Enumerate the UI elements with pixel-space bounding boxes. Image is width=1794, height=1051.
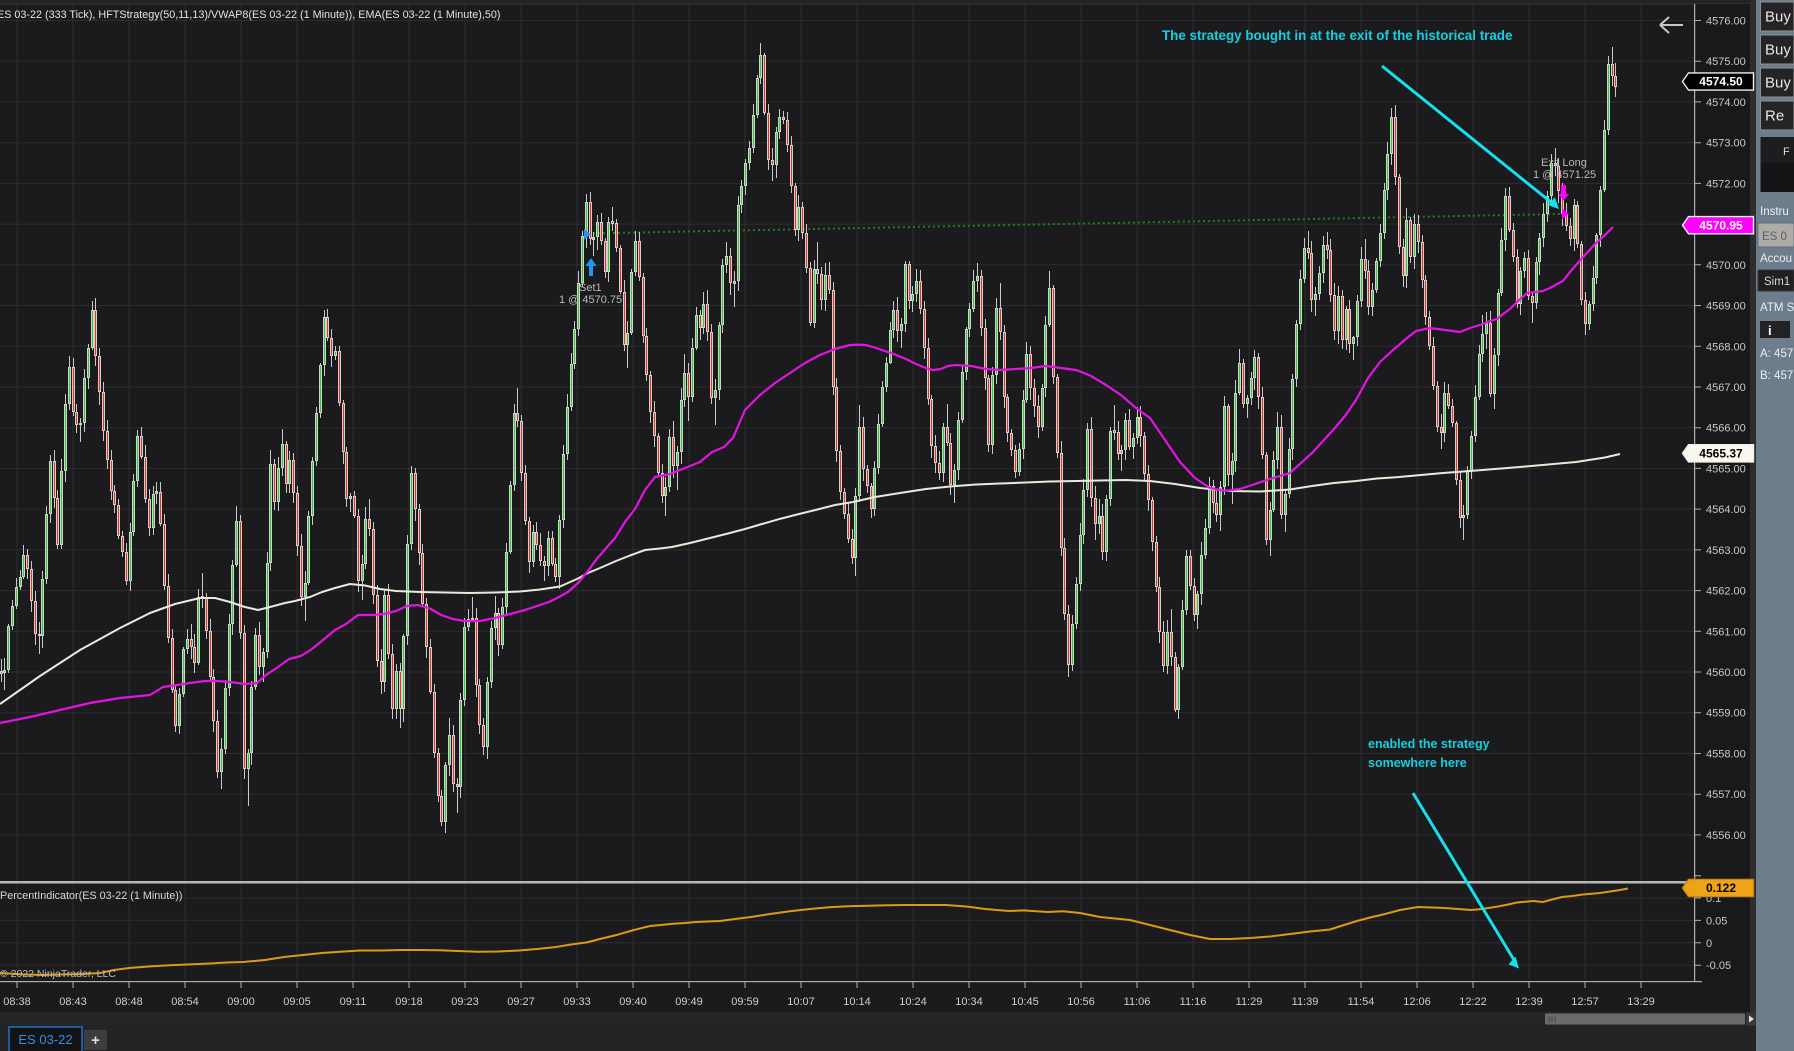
svg-text:Accou: Accou xyxy=(1760,253,1792,265)
svg-text:10:14: 10:14 xyxy=(843,996,871,1008)
svg-text:Buy: Buy xyxy=(1765,75,1791,92)
svg-text:4566.00: 4566.00 xyxy=(1706,423,1746,435)
svg-text:4565.00: 4565.00 xyxy=(1706,463,1746,475)
svg-text:enabled the strategy: enabled the strategy xyxy=(1368,737,1490,751)
svg-text:© 2022 NinjaTrader, LLC: © 2022 NinjaTrader, LLC xyxy=(0,968,116,980)
svg-text:10:07: 10:07 xyxy=(787,996,815,1008)
svg-text:Re: Re xyxy=(1765,108,1784,125)
svg-text:1 @ 4570.75: 1 @ 4570.75 xyxy=(559,294,622,306)
svg-text:The strategy bought in at the: The strategy bought in at the exit of th… xyxy=(1162,28,1512,43)
svg-text:1 @ 4571.25: 1 @ 4571.25 xyxy=(1533,169,1596,181)
svg-text:09:18: 09:18 xyxy=(395,996,423,1008)
svg-text:-0.05: -0.05 xyxy=(1706,960,1731,972)
svg-text:4570.00: 4570.00 xyxy=(1706,260,1746,272)
svg-text:11:29: 11:29 xyxy=(1236,996,1263,1008)
svg-text:4563.00: 4563.00 xyxy=(1706,545,1746,557)
svg-text:09:00: 09:00 xyxy=(227,996,255,1008)
svg-text:somewhere here: somewhere here xyxy=(1368,756,1467,770)
svg-text:4573.00: 4573.00 xyxy=(1706,138,1746,150)
svg-text:13:29: 13:29 xyxy=(1627,996,1655,1008)
svg-text:09:40: 09:40 xyxy=(619,996,647,1008)
svg-text:4556.00: 4556.00 xyxy=(1706,830,1746,842)
svg-text:Sim1: Sim1 xyxy=(1764,276,1790,288)
svg-text:4570.95: 4570.95 xyxy=(1699,218,1743,232)
svg-text:ATM S: ATM S xyxy=(1760,302,1794,314)
svg-text:11:16: 11:16 xyxy=(1180,996,1207,1008)
svg-text:4564.00: 4564.00 xyxy=(1706,504,1746,516)
svg-text:0: 0 xyxy=(1706,938,1712,950)
svg-text:4576.00: 4576.00 xyxy=(1706,16,1746,28)
svg-text:08:54: 08:54 xyxy=(171,996,199,1008)
svg-text:09:23: 09:23 xyxy=(451,996,479,1008)
svg-text:09:11: 09:11 xyxy=(340,996,367,1008)
svg-text:PercentIndicator(ES 03-22 (1 M: PercentIndicator(ES 03-22 (1 Minute)) xyxy=(0,890,182,902)
svg-text:+: + xyxy=(91,1032,100,1049)
svg-text:4559.00: 4559.00 xyxy=(1706,708,1746,720)
svg-text:i: i xyxy=(1768,323,1772,338)
svg-text:0.05: 0.05 xyxy=(1706,915,1727,927)
svg-text:12:57: 12:57 xyxy=(1571,996,1599,1008)
svg-text:11:54: 11:54 xyxy=(1348,996,1375,1008)
svg-text:F: F xyxy=(1783,146,1790,158)
svg-text:4572.00: 4572.00 xyxy=(1706,178,1746,190)
svg-text:4574.50: 4574.50 xyxy=(1699,75,1743,89)
svg-text:4560.00: 4560.00 xyxy=(1706,667,1746,679)
svg-text:4567.00: 4567.00 xyxy=(1706,382,1746,394)
svg-text:Exit Long: Exit Long xyxy=(1541,157,1587,169)
svg-text:Instru: Instru xyxy=(1760,206,1789,218)
svg-text:08:38: 08:38 xyxy=(3,996,31,1008)
svg-text:12:22: 12:22 xyxy=(1459,996,1487,1008)
svg-text:4568.00: 4568.00 xyxy=(1706,341,1746,353)
svg-text:ES 03-22 (333 Tick), HFTStrate: ES 03-22 (333 Tick), HFTStrategy(50,11,1… xyxy=(0,9,500,21)
svg-text:Set1: Set1 xyxy=(579,282,602,294)
svg-text:09:49: 09:49 xyxy=(675,996,703,1008)
svg-text:Buy: Buy xyxy=(1765,9,1791,26)
svg-text:08:48: 08:48 xyxy=(115,996,143,1008)
svg-text:4558.00: 4558.00 xyxy=(1706,749,1746,761)
svg-text:09:59: 09:59 xyxy=(731,996,759,1008)
svg-text:ES 03-22: ES 03-22 xyxy=(18,1032,72,1047)
svg-text:11:06: 11:06 xyxy=(1124,996,1151,1008)
svg-text:ES 0: ES 0 xyxy=(1762,231,1787,243)
svg-text:10:34: 10:34 xyxy=(955,996,983,1008)
svg-text:4565.37: 4565.37 xyxy=(1699,447,1743,461)
svg-text:10:56: 10:56 xyxy=(1067,996,1095,1008)
svg-text:A: 457: A: 457 xyxy=(1760,348,1793,360)
svg-text:4557.00: 4557.00 xyxy=(1706,789,1746,801)
svg-text:4574.00: 4574.00 xyxy=(1706,97,1746,109)
svg-text:10:45: 10:45 xyxy=(1011,996,1039,1008)
svg-text:09:05: 09:05 xyxy=(283,996,311,1008)
svg-text:12:39: 12:39 xyxy=(1515,996,1543,1008)
svg-text:11:39: 11:39 xyxy=(1292,996,1319,1008)
svg-text:09:33: 09:33 xyxy=(563,996,591,1008)
svg-text:10:24: 10:24 xyxy=(899,996,927,1008)
svg-text:4569.00: 4569.00 xyxy=(1706,301,1746,313)
svg-text:08:43: 08:43 xyxy=(59,996,87,1008)
svg-text:09:27: 09:27 xyxy=(507,996,535,1008)
svg-text:B: 457: B: 457 xyxy=(1760,370,1793,382)
svg-text:4575.00: 4575.00 xyxy=(1706,56,1746,68)
svg-text:Buy: Buy xyxy=(1765,42,1791,59)
svg-text:12:06: 12:06 xyxy=(1403,996,1431,1008)
svg-text:4561.00: 4561.00 xyxy=(1706,626,1746,638)
svg-text:0.122: 0.122 xyxy=(1706,881,1736,895)
svg-text:4562.00: 4562.00 xyxy=(1706,586,1746,598)
